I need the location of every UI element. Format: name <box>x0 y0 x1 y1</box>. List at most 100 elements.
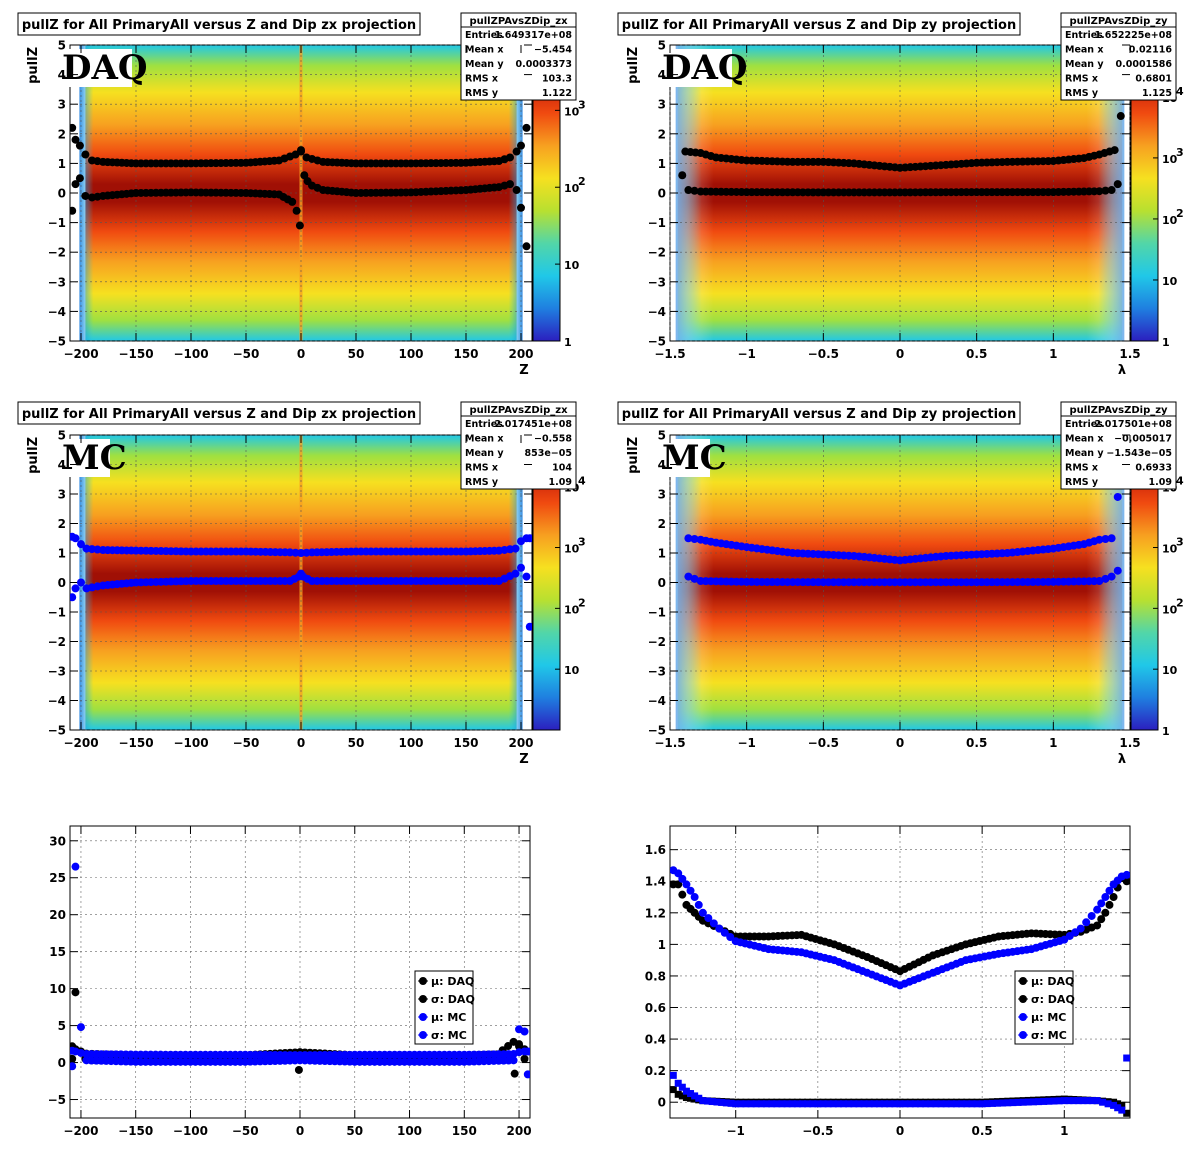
x-tick-label: 1.5 <box>1119 347 1140 361</box>
z-tick-label: 10 <box>564 105 580 118</box>
z-tick-label: 10 <box>564 603 580 616</box>
stats-label: Entries <box>465 30 503 41</box>
data-point <box>678 874 687 883</box>
y-tick-label: −2 <box>48 246 66 260</box>
data-point <box>678 1092 686 1100</box>
data-point <box>1107 534 1116 543</box>
data-point <box>1065 1097 1073 1105</box>
stats-value: 1.125 <box>1142 88 1172 99</box>
data-point <box>875 1100 883 1108</box>
y-tick-label: −4 <box>48 694 66 708</box>
x-tick-label: −1 <box>737 736 755 750</box>
y-tick-label: 1 <box>58 157 66 171</box>
data-point <box>690 534 699 543</box>
data-point <box>75 174 84 183</box>
stats-value: 1.09 <box>1149 477 1172 488</box>
data-point <box>71 862 80 871</box>
data-point <box>70 123 77 132</box>
y-axis-title: pullZ <box>626 437 641 474</box>
data-point <box>71 135 80 144</box>
data-point <box>999 1099 1007 1107</box>
data-point <box>1060 1097 1068 1105</box>
y-tick-label: −3 <box>48 275 66 289</box>
y-tick-label: −5 <box>48 335 66 349</box>
data-point <box>720 928 729 937</box>
z-tick-label: 1 <box>1162 725 1170 738</box>
title-box <box>17 401 421 425</box>
data-point <box>670 1071 677 1079</box>
data-point <box>1029 1098 1037 1106</box>
x-tick-label: 100 <box>398 736 423 750</box>
data-point <box>70 593 77 602</box>
data-point <box>525 534 532 543</box>
data-point <box>994 1099 1002 1107</box>
data-point <box>783 1100 791 1108</box>
x-tick-label: 150 <box>453 736 478 750</box>
data-point <box>870 1100 878 1108</box>
data-point <box>809 1100 817 1108</box>
data-point <box>1035 1098 1043 1106</box>
y-tick-label: 0 <box>658 1096 666 1110</box>
x-tick-label: 50 <box>346 1124 363 1138</box>
data-point <box>1101 908 1110 917</box>
data-point <box>291 150 300 159</box>
data-point <box>674 1090 682 1098</box>
data-point <box>942 1100 950 1108</box>
data-point <box>504 1042 513 1051</box>
x-tick-label: −150 <box>118 347 153 361</box>
z-tick-exponent: 3 <box>1176 536 1184 549</box>
data-point <box>834 1100 842 1108</box>
data-point <box>674 1079 682 1087</box>
data-point <box>1093 921 1102 930</box>
data-point <box>512 147 521 156</box>
z-tick-exponent: 2 <box>1176 207 1184 220</box>
z-tick-exponent: 3 <box>578 536 586 549</box>
stats-label: Mean y <box>465 448 504 459</box>
data-point <box>674 880 683 889</box>
x-tick-label: 1.5 <box>1119 736 1140 750</box>
y-tick-label: 0 <box>58 1056 66 1070</box>
data-point <box>300 171 309 180</box>
z-tick-label: 10 <box>1162 153 1178 166</box>
data-point <box>71 534 80 543</box>
data-point <box>1105 900 1114 909</box>
data-point <box>718 1098 726 1106</box>
data-point <box>523 1070 530 1079</box>
y-tick-label: 0 <box>658 576 666 590</box>
data-point <box>963 1100 971 1108</box>
stats-value: 103.3 <box>542 74 572 85</box>
data-point <box>726 933 735 942</box>
data-point <box>522 572 531 581</box>
data-point <box>763 1100 771 1108</box>
data-point <box>678 1083 686 1091</box>
stats-label: Mean x <box>1065 434 1104 445</box>
data-point <box>819 1100 827 1108</box>
y-tick-label: 5 <box>658 39 666 53</box>
data-point <box>288 197 297 206</box>
data-point <box>978 1100 986 1108</box>
y-tick-label: 0 <box>58 576 66 590</box>
data-point <box>722 1099 730 1107</box>
legend-entry: μ: DAQ <box>431 975 474 988</box>
data-point <box>727 1099 735 1107</box>
x-tick-label: −150 <box>118 736 153 750</box>
stats-label: RMS x <box>1065 74 1098 85</box>
legend-entry: σ: MC <box>431 1029 467 1042</box>
data-point <box>778 1100 786 1108</box>
data-point <box>927 1100 935 1108</box>
x-tick-label: 50 <box>348 736 365 750</box>
y-tick-label: −3 <box>48 665 66 679</box>
data-point <box>1055 1097 1063 1105</box>
data-point <box>690 186 699 195</box>
data-point <box>511 544 520 553</box>
x-tick-label: 0 <box>296 1124 304 1138</box>
data-point <box>294 1065 303 1074</box>
y-tick-label: 0 <box>658 187 666 201</box>
y-tick-label: 1.4 <box>645 875 666 889</box>
data-point <box>757 1100 765 1108</box>
data-point <box>674 869 683 878</box>
data-point <box>732 1100 740 1108</box>
stats-value: 0.02116 <box>1129 45 1173 56</box>
y-tick-label: 5 <box>58 39 66 53</box>
x-tick-label: −0.5 <box>808 736 839 750</box>
